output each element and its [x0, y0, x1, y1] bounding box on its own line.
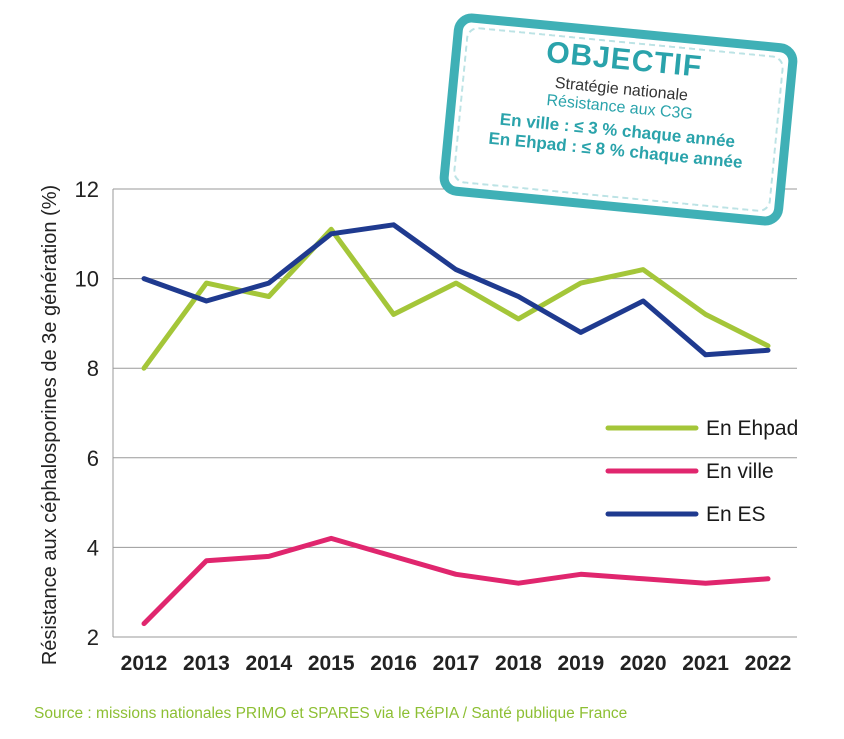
legend-label: En ville — [706, 460, 774, 483]
x-tick-label: 2014 — [245, 652, 292, 675]
series-line-en-ehpad — [141, 226, 771, 371]
x-tick-label: 2016 — [370, 652, 417, 675]
legend-label: En ES — [706, 503, 766, 526]
y-tick-label: 10 — [75, 267, 99, 292]
legend-label: En Ehpad — [706, 417, 798, 440]
y-tick-label: 2 — [87, 625, 99, 650]
y-tick-label: 12 — [75, 177, 99, 202]
y-tick-label: 4 — [87, 535, 99, 560]
source-note: Source : missions nationales PRIMO et SP… — [34, 705, 628, 722]
x-tick-label: 2013 — [183, 652, 230, 675]
x-tick-label: 2017 — [433, 652, 480, 675]
x-tick-label: 2018 — [495, 652, 542, 675]
stamp-border — [452, 26, 785, 213]
series-line-en-ville — [141, 535, 771, 627]
x-tick-label: 2022 — [745, 652, 792, 675]
x-tick-label: 2019 — [557, 652, 604, 675]
objective-stamp: OBJECTIF Stratégie nationale Résistance … — [438, 11, 799, 228]
y-axis-label: Résistance aux céphalosporines de 3e gén… — [39, 185, 61, 665]
x-tick-label: 2012 — [121, 652, 168, 675]
x-tick-label: 2020 — [620, 652, 667, 675]
x-tick-label: 2021 — [682, 652, 729, 675]
x-tick-label: 2015 — [308, 652, 355, 675]
y-tick-label: 8 — [87, 356, 99, 381]
y-tick-label: 6 — [87, 446, 99, 471]
series-line-en-es — [141, 222, 771, 358]
